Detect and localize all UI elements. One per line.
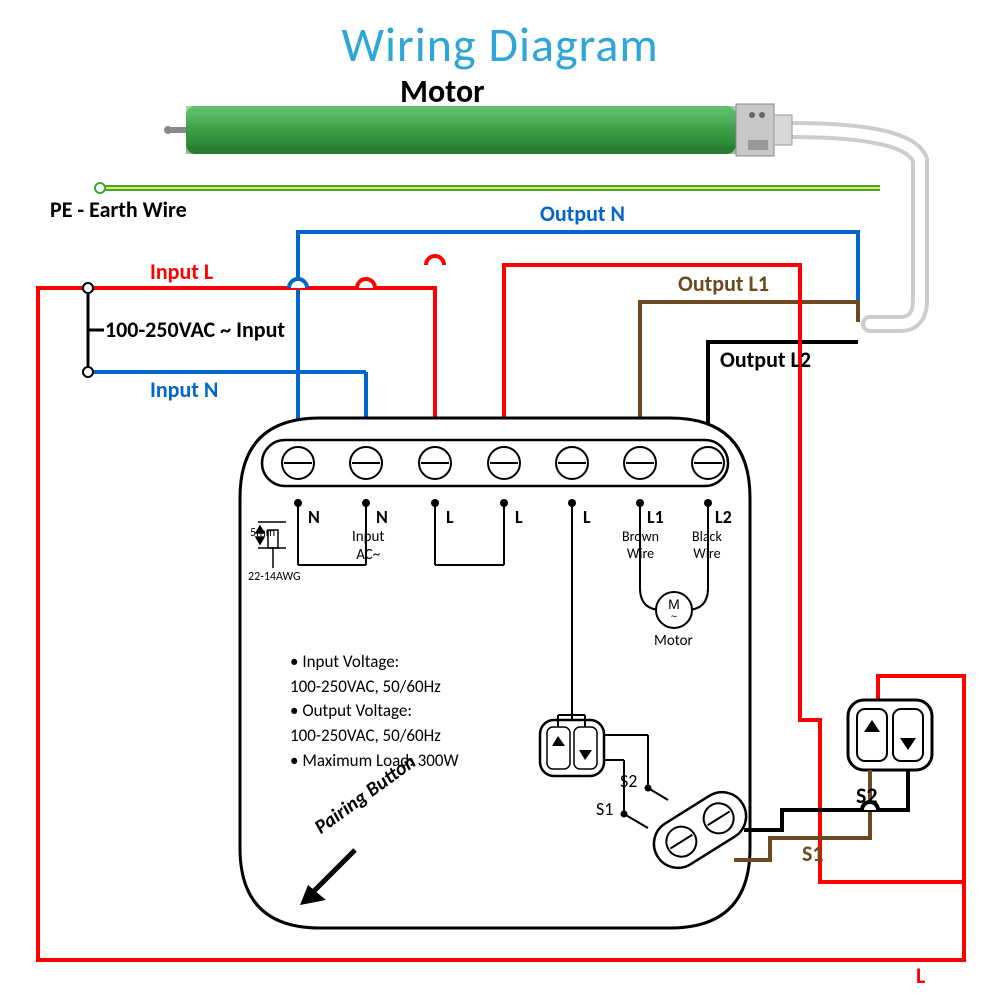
int-s2: S2 — [620, 770, 637, 792]
ext-s2: S2 — [856, 782, 878, 809]
sub-motor: Motor — [654, 632, 693, 650]
term-l2: L — [515, 506, 523, 528]
sub-input-ac: Input AC~ — [352, 528, 384, 564]
sub-black: Black Wire — [692, 528, 722, 562]
term-n2: N — [376, 506, 388, 528]
label-motor: Motor — [400, 72, 485, 111]
label-input-l: Input L — [150, 258, 213, 285]
label-output-n: Output N — [540, 200, 625, 227]
ext-s1: S1 — [802, 840, 824, 867]
motor-cable — [790, 130, 920, 324]
label-input-n: Input N — [150, 376, 218, 403]
motor-illustration — [164, 104, 792, 156]
label-input-vac: 100-250VAC ~ Input — [105, 316, 285, 343]
diagram-title: Wiring Diagram — [341, 15, 658, 74]
term-l1o: L1 — [647, 506, 664, 528]
wire-s2-ext — [744, 770, 908, 830]
spec-5mm: 5mm — [250, 526, 275, 540]
svg-text:M: M — [668, 596, 680, 612]
wiring-diagram: M ~ — [0, 0, 1000, 1000]
spec-list: • Input Voltage: 100-250VAC, 50/60Hz • O… — [290, 650, 459, 773]
label-output-l1: Output L1 — [678, 270, 769, 297]
internal-switch-icon — [540, 720, 604, 776]
spec-awg: 22-14AWG — [248, 570, 301, 584]
ext-l: L — [916, 962, 925, 989]
int-s1: S1 — [596, 798, 613, 820]
term-n1: N — [308, 506, 320, 528]
sub-brown: Brown Wire — [622, 528, 659, 562]
term-l3: L — [583, 506, 591, 528]
label-output-l2: Output L2 — [720, 346, 811, 373]
term-l1: L — [446, 506, 454, 528]
label-pe-earth: PE - Earth Wire — [50, 196, 187, 223]
svg-text:~: ~ — [671, 611, 677, 623]
external-switch — [848, 700, 932, 770]
pe-earth-wire — [95, 183, 880, 193]
term-l2o: L2 — [715, 506, 732, 528]
